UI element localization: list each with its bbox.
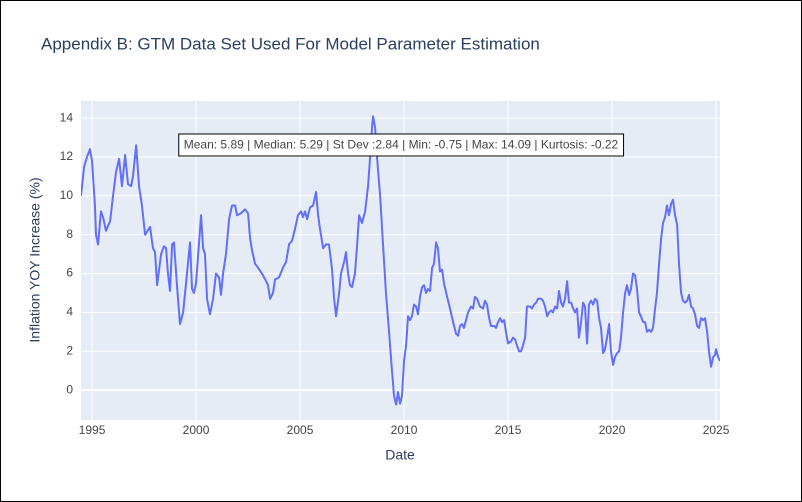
chart-title: Appendix B: GTM Data Set Used For Model …: [41, 34, 540, 53]
y-tick-label: 4: [66, 305, 73, 319]
y-axis-title: Inflation YOY Increase (%): [27, 177, 43, 342]
y-tick-label: 10: [60, 188, 74, 202]
annotation: Mean: 5.89 | Median: 5.29 | St Dev :2.84…: [184, 138, 619, 152]
x-tick-label: 2020: [599, 423, 626, 437]
y-tick-label: 12: [60, 149, 74, 163]
y-tick-label: 14: [60, 110, 74, 124]
x-tick-label: 2010: [391, 423, 418, 437]
plot-clip: [81, 115, 720, 406]
x-tick-label: 2015: [495, 423, 522, 437]
x-tick-label: 2005: [287, 423, 314, 437]
x-tick-label: 1995: [79, 423, 106, 437]
data-line: [81, 115, 720, 406]
y-tick-label: 8: [66, 227, 73, 241]
x-tick-label: 2000: [183, 423, 210, 437]
x-axis-title: Date: [385, 447, 415, 463]
y-tick-label: 0: [66, 382, 73, 396]
annotation-box: [178, 133, 625, 157]
x-tick-label: 2025: [703, 423, 730, 437]
y-tick-label: 2: [66, 343, 73, 357]
y-tick-label: 6: [66, 266, 73, 280]
